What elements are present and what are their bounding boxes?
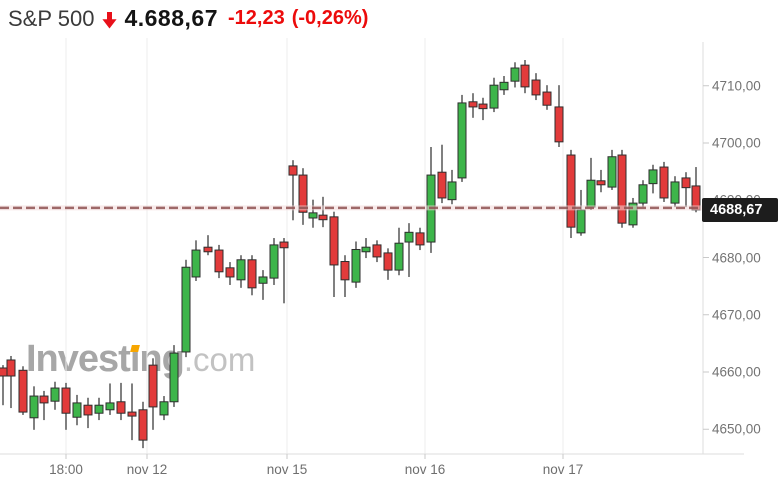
- candle-body-up: [159, 401, 169, 416]
- candle-body-up: [628, 202, 638, 226]
- candle-body-down: [138, 409, 148, 441]
- candle-body-down: [18, 369, 28, 413]
- candle-body-down: [520, 64, 530, 88]
- candle-body-up: [404, 231, 414, 243]
- candle-body-up: [94, 404, 104, 414]
- candle-body-down: [39, 395, 49, 404]
- candle-body-down: [6, 359, 16, 377]
- y-axis-tick-label: 4670,00: [712, 307, 761, 323]
- candle-body-down: [0, 367, 8, 377]
- candle-body-down: [542, 91, 552, 106]
- candle-body-down: [415, 232, 425, 246]
- candle-body-down: [372, 244, 382, 258]
- investing-com-watermark: Investı ng.com: [26, 338, 256, 380]
- candle-body-down: [329, 216, 339, 266]
- candle-body-up: [50, 387, 60, 402]
- y-axis-tick-label: 4710,00: [712, 78, 761, 94]
- instrument-name: S&P 500: [8, 5, 95, 31]
- y-axis-tick-label: 4680,00: [712, 250, 761, 265]
- candle-body-down: [203, 246, 213, 253]
- candle-body-up: [258, 276, 268, 284]
- x-axis-tick-label: nov 15: [266, 462, 308, 477]
- candle-body-down: [383, 252, 393, 271]
- candle-body-down: [279, 241, 289, 249]
- candle-body-up: [638, 184, 648, 204]
- x-axis-tick-label: nov 12: [126, 462, 168, 477]
- x-axis-tick-label: 18:00: [49, 462, 83, 477]
- y-axis-tick-label: 4660,00: [712, 364, 761, 380]
- x-axis-tick-label: nov 17: [542, 462, 584, 477]
- candle-body-down: [566, 154, 576, 228]
- candle-body-up: [181, 266, 191, 353]
- candle-body-down: [225, 267, 235, 278]
- x-axis-tick-label: nov 16: [404, 462, 446, 477]
- candle-body-down: [596, 180, 606, 186]
- candle-body-up: [361, 246, 371, 253]
- candle-body-down: [617, 154, 627, 224]
- candle-body-down: [531, 79, 541, 96]
- candle-body-up: [670, 181, 680, 204]
- last-price-badge: 4688,67: [702, 198, 778, 222]
- candle-body-up: [586, 179, 596, 208]
- candle-body-up: [489, 84, 499, 109]
- candle-body-down: [554, 106, 564, 143]
- candle-body-down: [148, 364, 158, 408]
- candle-body-down: [318, 214, 328, 221]
- candle-body-down: [340, 261, 350, 281]
- y-axis-tick-label: 4700,00: [712, 135, 761, 151]
- candle-body-down: [247, 259, 257, 289]
- candle-body-down: [298, 174, 308, 213]
- candle-body-down: [468, 101, 478, 108]
- candle-body-up: [169, 352, 179, 403]
- candle-body-down: [681, 177, 691, 189]
- candle-body-down: [437, 171, 447, 199]
- candle-body-down: [478, 103, 488, 110]
- candle-body-up: [607, 156, 617, 188]
- candle-body-down: [116, 401, 126, 414]
- candle-body-up: [29, 395, 39, 419]
- price-change-percent: (-0,26%): [291, 7, 369, 29]
- price-down-arrow-icon: [102, 11, 118, 29]
- candle-body-up: [191, 249, 201, 278]
- candle-body-up: [269, 244, 279, 279]
- candle-body-down: [127, 411, 137, 417]
- quote-header: S&P 500 4.688,67 -12,23 (-0,26%): [8, 5, 368, 32]
- candle-body-up: [447, 181, 457, 201]
- price-change: -12,23: [227, 7, 285, 29]
- candle-body-up: [72, 402, 82, 418]
- candle-body-up: [510, 67, 520, 82]
- candle-body-down: [83, 404, 93, 416]
- candle-body-up: [648, 169, 658, 185]
- candle-body-down: [659, 166, 669, 199]
- candle-body-up: [236, 259, 246, 281]
- candle-body-down: [214, 249, 224, 273]
- candle-body-down: [61, 387, 71, 414]
- candle-body-up: [576, 209, 586, 234]
- candle-body-up: [457, 102, 467, 179]
- candle-body-up: [499, 81, 509, 91]
- candle-body-up: [105, 402, 115, 411]
- candle-body-down: [288, 165, 298, 176]
- candle-body-up: [308, 212, 318, 219]
- last-price: 4.688,67: [124, 5, 218, 31]
- y-axis-tick-label: 4650,00: [712, 421, 761, 437]
- candle-body-up: [394, 242, 404, 271]
- candle-body-up: [351, 248, 361, 283]
